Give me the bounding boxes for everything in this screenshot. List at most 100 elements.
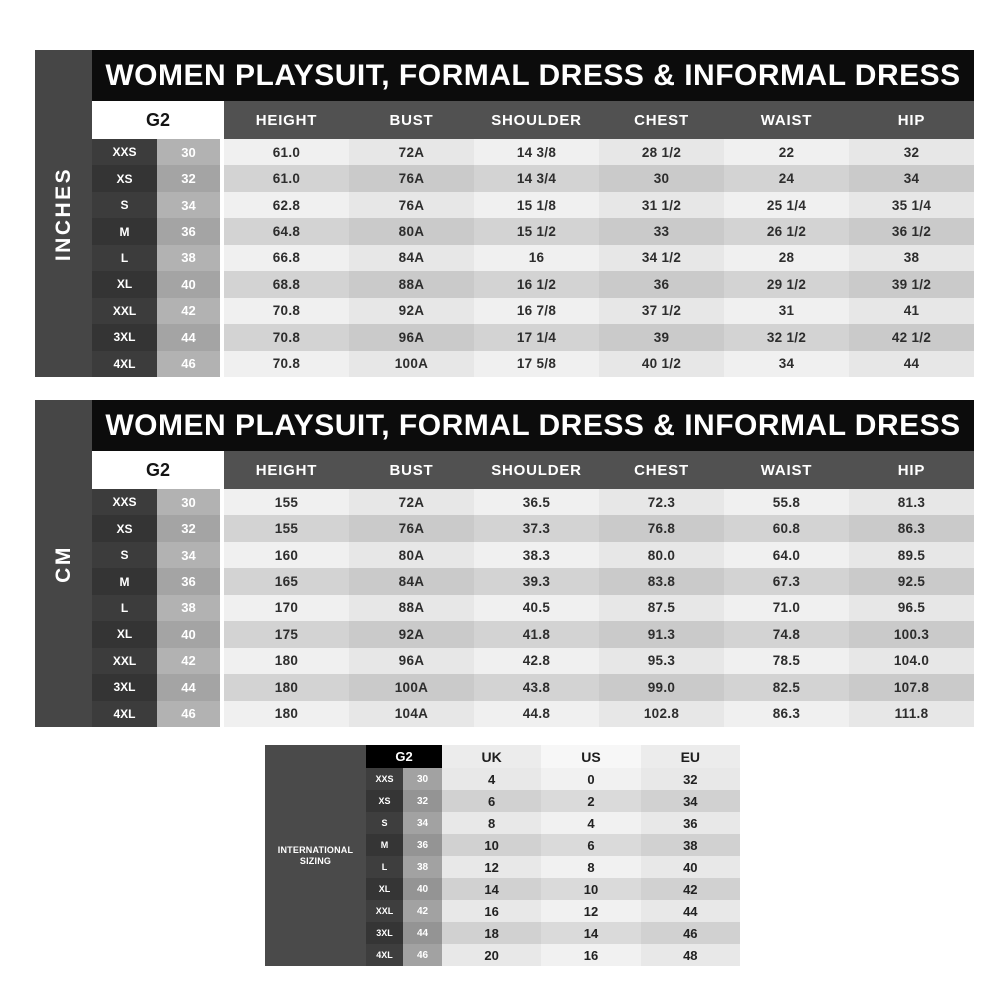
size-label: XXL [92,297,157,325]
measurement-value: 95.3 [599,647,724,675]
intl-size-label: M [366,834,403,856]
measurement-value: 29 1/2 [724,271,849,298]
measurement-value: 14 3/8 [474,139,599,166]
intl-g2-size-number: 40 [403,878,442,900]
measurement-value: 64.0 [724,541,849,569]
column-header-shoulder: SHOULDER [474,451,599,489]
intl-g2-size-number: 36 [403,834,442,856]
size-label: 3XL [92,324,157,351]
intl-size-value: 20 [442,944,542,966]
size-label: 4XL [92,350,157,377]
cm-table-main: WOMEN PLAYSUIT, FORMAL DRESS & INFORMAL … [92,400,974,727]
table-title: WOMEN PLAYSUIT, FORMAL DRESS & INFORMAL … [92,400,974,451]
international-label-line: INTERNATIONAL [277,844,354,855]
measurement-value: 80.0 [599,541,724,569]
international-sizing-table: INTERNATIONAL SIZING G2 UK US EU XXS 30 4 0 32 X… [265,745,740,966]
measurement-value: 37.3 [474,515,599,542]
intl-size-value: 6 [442,790,542,812]
size-label: XXL [92,647,157,675]
measurement-value: 38.3 [474,541,599,569]
measurement-value: 44.8 [474,700,599,727]
measurement-value: 70.8 [224,297,349,325]
intl-size-label: 4XL [366,944,403,966]
measurement-value: 96A [349,324,474,351]
table-row: XXS 30 61.0 72A 14 3/8 28 1/2 22 32 [92,139,974,166]
measurement-value: 42 1/2 [849,324,974,351]
measurement-value: 42.8 [474,647,599,675]
measurement-value: 180 [224,647,349,675]
intl-g2-size-number: 44 [403,922,442,944]
intl-column-header-us: US [541,745,641,768]
g2-size-number: 42 [157,297,220,325]
table-row: S 34 160 80A 38.3 80.0 64.0 89.5 [92,541,974,569]
measurement-value: 92A [349,621,474,648]
inches-table-main: WOMEN PLAYSUIT, FORMAL DRESS & INFORMAL … [92,50,974,377]
measurement-value: 76A [349,191,474,219]
measurement-value: 160 [224,541,349,569]
column-header-bust: BUST [349,451,474,489]
g2-size-number: 38 [157,594,220,622]
intl-g2-size-number: 34 [403,812,442,834]
intl-size-value: 6 [541,834,641,856]
column-header-chest: CHEST [599,101,724,139]
measurement-value: 70.8 [224,324,349,351]
intl-size-label: XS [366,790,403,812]
column-gap [220,271,224,298]
intl-table-row: XL 40 14 10 42 [366,878,740,900]
intl-size-label: XXL [366,900,403,922]
table-row: 4XL 46 70.8 100A 17 5/8 40 1/2 34 44 [92,350,974,377]
size-label: 4XL [92,700,157,727]
measurement-value: 80A [349,541,474,569]
measurement-value: 107.8 [849,674,974,701]
g2-size-number: 46 [157,350,220,377]
measurement-value: 39 1/2 [849,271,974,298]
measurement-value: 170 [224,594,349,622]
inches-size-table: INCHES WOMEN PLAYSUIT, FORMAL DRESS & IN… [35,50,974,377]
size-label: 3XL [92,674,157,701]
column-gap [220,191,224,219]
measurement-value: 31 1/2 [599,191,724,219]
measurement-value: 104A [349,700,474,727]
measurement-value: 60.8 [724,515,849,542]
g2-size-number: 42 [157,647,220,675]
inches-sidebar: INCHES [35,50,92,377]
cm-size-table: CM WOMEN PLAYSUIT, FORMAL DRESS & INFORM… [35,400,974,727]
size-label: L [92,594,157,622]
column-gap [220,541,224,569]
intl-size-value: 0 [541,768,641,790]
intl-column-headers: UK US EU [442,745,740,768]
column-gap [220,324,224,351]
intl-column-header-eu: EU [640,745,740,768]
measurement-value: 111.8 [849,700,974,727]
table-row: XS 32 61.0 76A 14 3/4 30 24 34 [92,165,974,192]
table-row: 3XL 44 180 100A 43.8 99.0 82.5 107.8 [92,674,974,701]
measurement-value: 76.8 [599,515,724,542]
measurement-value: 165 [224,568,349,595]
measurement-value: 68.8 [224,271,349,298]
g2-size-number: 40 [157,271,220,298]
measurement-value: 88A [349,271,474,298]
column-gap [220,218,224,245]
measurement-value: 32 1/2 [724,324,849,351]
measurement-value: 24 [724,165,849,192]
measurement-value: 175 [224,621,349,648]
size-label: S [92,541,157,569]
intl-size-label: XXS [366,768,403,790]
table-body: XXS 30 61.0 72A 14 3/8 28 1/2 22 32 XS 32 61.0 76A 1… [92,139,974,377]
intl-table-row: M 36 10 6 38 [366,834,740,856]
measurement-value: 38 [849,244,974,272]
column-header-waist: WAIST [724,101,849,139]
measurement-value: 30 [599,165,724,192]
measurement-value: 41.8 [474,621,599,648]
table-row: XXS 30 155 72A 36.5 72.3 55.8 81.3 [92,489,974,516]
intl-size-value: 36 [640,812,740,834]
measurement-value: 36.5 [474,489,599,516]
size-label: L [92,244,157,272]
international-table-body: XXS 30 4 0 32 XS 32 6 2 34 S 34 8 4 36 M 36 10 6 38 L 38 12 8 40… [366,768,740,966]
measurement-value: 86.3 [849,515,974,542]
measurement-value: 84A [349,244,474,272]
measurement-value: 91.3 [599,621,724,648]
table-row: M 36 64.8 80A 15 1/2 33 26 1/2 36 1/2 [92,218,974,245]
measurement-value: 92.5 [849,568,974,595]
